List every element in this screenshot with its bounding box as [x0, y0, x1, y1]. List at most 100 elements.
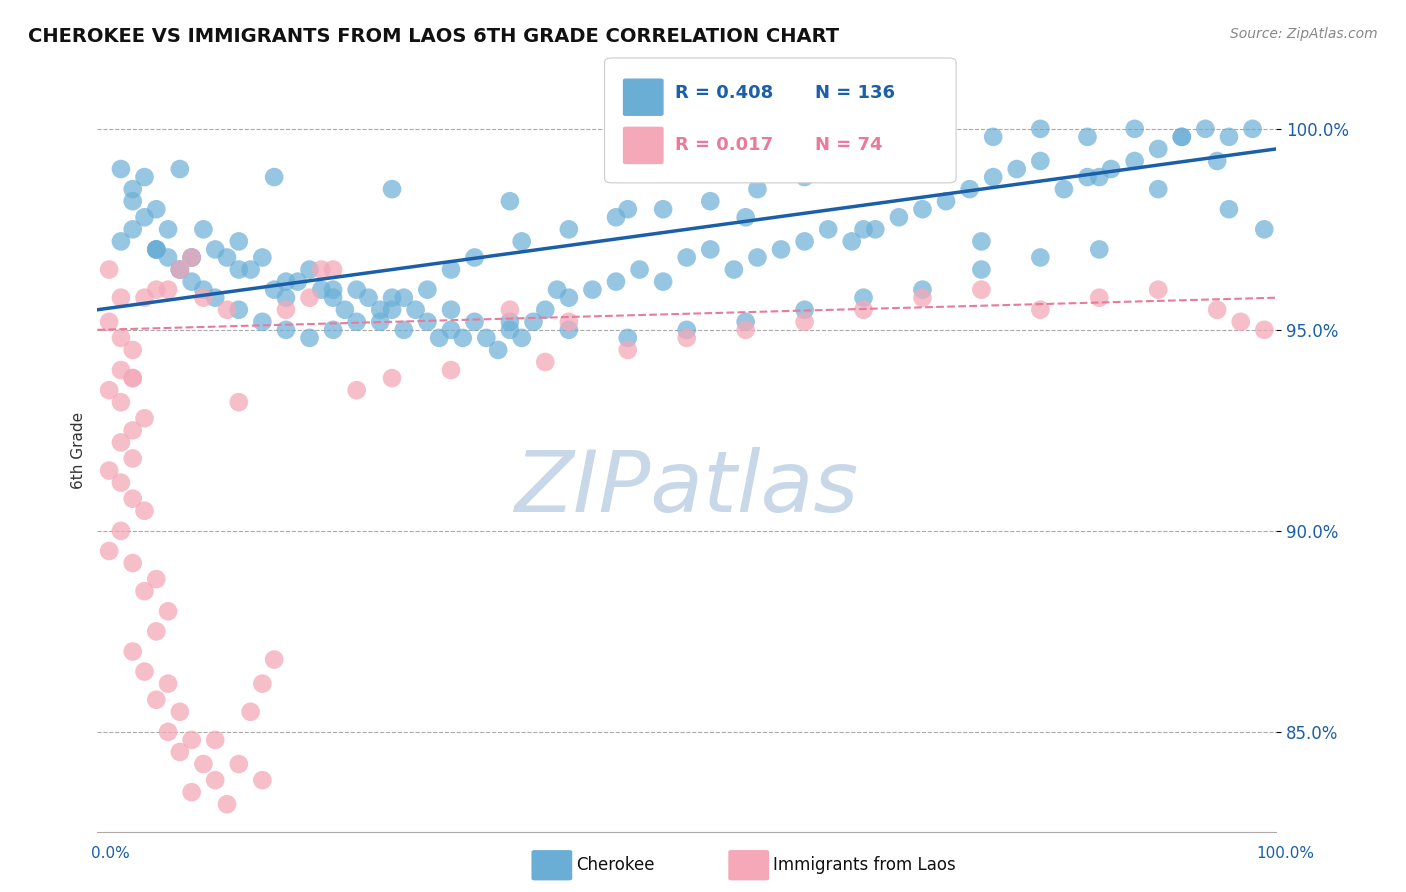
Point [381, 371, 404, 385]
Point [1123, 153, 1146, 168]
Point [121, 222, 143, 236]
Text: N = 136: N = 136 [815, 84, 896, 102]
Point [1218, 202, 1240, 217]
Point [110, 395, 132, 409]
Point [675, 251, 697, 265]
Point [440, 302, 463, 317]
Point [1099, 161, 1122, 176]
Point [734, 315, 756, 329]
Point [157, 283, 180, 297]
Point [98, 315, 121, 329]
Point [699, 243, 721, 257]
Point [1229, 315, 1251, 329]
Point [180, 251, 202, 265]
Point [145, 572, 167, 586]
Point [534, 302, 557, 317]
Point [1147, 142, 1170, 156]
Point [134, 170, 156, 185]
Point [723, 262, 745, 277]
Point [346, 283, 368, 297]
Point [499, 194, 522, 209]
Point [1147, 182, 1170, 196]
Point [110, 363, 132, 377]
Point [1029, 121, 1052, 136]
Point [180, 251, 202, 265]
Point [1088, 291, 1111, 305]
Point [841, 235, 863, 249]
Point [263, 652, 285, 666]
Point [322, 262, 344, 277]
Point [322, 291, 344, 305]
Point [427, 331, 450, 345]
Point [298, 331, 321, 345]
Point [228, 262, 250, 277]
Point [1076, 170, 1098, 185]
Point [652, 275, 675, 289]
Point [510, 331, 533, 345]
Point [558, 222, 581, 236]
Point [381, 302, 404, 317]
Point [274, 323, 297, 337]
Text: R = 0.408: R = 0.408 [675, 84, 773, 102]
Point [157, 604, 180, 618]
Point [346, 315, 368, 329]
Point [98, 262, 121, 277]
Point [252, 315, 274, 329]
Point [193, 757, 215, 772]
Point [734, 323, 756, 337]
Point [1029, 153, 1052, 168]
Point [145, 624, 167, 639]
Point [134, 665, 156, 679]
Point [193, 291, 215, 305]
Point [852, 291, 875, 305]
Point [274, 291, 297, 305]
Point [887, 211, 910, 225]
Point [392, 323, 415, 337]
Point [440, 323, 463, 337]
Point [865, 222, 887, 236]
Point [169, 262, 191, 277]
Point [121, 371, 143, 385]
Point [98, 383, 121, 397]
Point [110, 524, 132, 538]
Point [274, 275, 297, 289]
Point [121, 491, 143, 506]
Point [416, 283, 439, 297]
Text: Immigrants from Laos: Immigrants from Laos [773, 856, 956, 874]
Point [110, 331, 132, 345]
Point [558, 323, 581, 337]
Point [1194, 121, 1216, 136]
Point [1241, 121, 1264, 136]
Point [911, 291, 934, 305]
Point [451, 331, 474, 345]
Point [558, 315, 581, 329]
Point [252, 251, 274, 265]
Text: ZIPatlas: ZIPatlas [515, 447, 859, 530]
Point [381, 182, 404, 196]
Point [440, 262, 463, 277]
Point [110, 291, 132, 305]
Y-axis label: 6th Grade: 6th Grade [72, 412, 86, 489]
Point [522, 315, 544, 329]
Point [134, 211, 156, 225]
Point [98, 464, 121, 478]
Point [440, 363, 463, 377]
Point [157, 222, 180, 236]
Point [841, 161, 863, 176]
Point [180, 785, 202, 799]
Point [228, 757, 250, 772]
Point [499, 315, 522, 329]
Point [581, 283, 603, 297]
Text: CHEROKEE VS IMMIGRANTS FROM LAOS 6TH GRADE CORRELATION CHART: CHEROKEE VS IMMIGRANTS FROM LAOS 6TH GRA… [28, 27, 839, 45]
Point [169, 262, 191, 277]
Point [981, 170, 1004, 185]
Point [1171, 129, 1194, 144]
Point [215, 302, 238, 317]
Point [970, 235, 993, 249]
Point [121, 451, 143, 466]
Point [121, 556, 143, 570]
Point [699, 194, 721, 209]
Point [416, 315, 439, 329]
Point [110, 435, 132, 450]
Point [346, 383, 368, 397]
